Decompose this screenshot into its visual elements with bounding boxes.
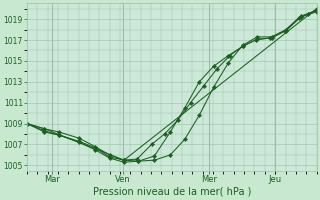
X-axis label: Pression niveau de la mer( hPa ): Pression niveau de la mer( hPa ) [92, 187, 251, 197]
